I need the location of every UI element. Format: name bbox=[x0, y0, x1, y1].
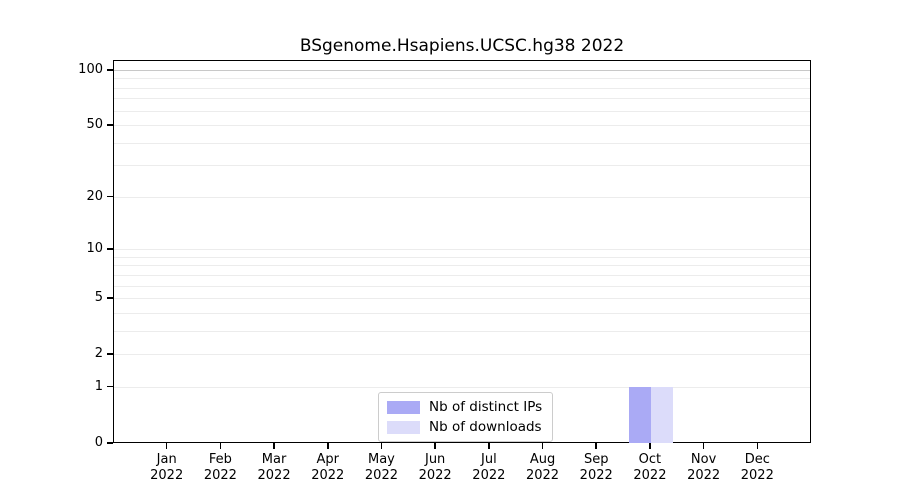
gridline-y4 bbox=[114, 312, 810, 314]
x-tick-dec bbox=[756, 443, 759, 449]
x-axis-tick-label: Mar 2022 bbox=[257, 452, 291, 483]
x-tick-jun bbox=[434, 443, 436, 449]
y-tick-1 bbox=[107, 385, 113, 388]
bar-nb-of-downloads-oct bbox=[650, 386, 673, 443]
y-tick-0 bbox=[107, 442, 113, 444]
y-axis-tick-label: 1 bbox=[94, 378, 103, 394]
y-axis-tick-label: 5 bbox=[94, 290, 103, 306]
gridline-y90 bbox=[114, 78, 810, 80]
x-axis-tick-label: May 2022 bbox=[364, 452, 398, 483]
y-axis-tick-label: 20 bbox=[86, 188, 103, 204]
legend: Nb of distinct IPs Nb of downloads bbox=[378, 392, 554, 442]
gridline-y30 bbox=[114, 165, 810, 167]
x-tick-feb bbox=[219, 443, 222, 449]
gridline-y20 bbox=[114, 196, 810, 198]
gridline-y10 bbox=[114, 249, 810, 251]
gridline-y8 bbox=[114, 265, 810, 267]
x-tick-mar bbox=[273, 443, 275, 449]
y-tick-10 bbox=[107, 248, 113, 250]
y-tick-50 bbox=[107, 124, 113, 126]
x-tick-sep bbox=[595, 443, 597, 449]
x-tick-oct bbox=[649, 443, 651, 449]
bar-nb-of-distinct-ips-oct bbox=[628, 386, 651, 443]
downloads-swatch-icon bbox=[387, 420, 420, 434]
gridline-y5 bbox=[114, 298, 810, 300]
y-axis-tick-label: 2 bbox=[94, 346, 103, 362]
x-tick-jan bbox=[165, 443, 168, 449]
gridline-y100 bbox=[114, 70, 810, 71]
gridline-y40 bbox=[114, 142, 810, 144]
gridline-y50 bbox=[114, 125, 810, 127]
x-axis-tick-label: Feb 2022 bbox=[203, 452, 237, 483]
y-tick-5 bbox=[107, 297, 113, 299]
x-axis-tick-label: Jun 2022 bbox=[418, 452, 452, 483]
gridline-y1 bbox=[114, 386, 810, 388]
gridline-y3 bbox=[114, 330, 810, 332]
x-axis-tick-label: Oct 2022 bbox=[633, 452, 667, 483]
x-axis-tick-label: Jan 2022 bbox=[150, 452, 184, 483]
gridline-y6 bbox=[114, 285, 810, 287]
distinct-ips-swatch-icon bbox=[387, 400, 420, 414]
legend-label-distinct-ips: Nb of distinct IPs bbox=[429, 399, 543, 415]
y-axis-tick-label: 100 bbox=[78, 62, 103, 77]
x-tick-aug bbox=[541, 443, 544, 449]
y-axis-tick-label: 0 bbox=[94, 435, 103, 450]
x-axis-tick-label: Sep 2022 bbox=[579, 452, 613, 483]
x-axis-tick-label: Jul 2022 bbox=[472, 452, 506, 483]
gridline-y2 bbox=[114, 354, 810, 356]
plot-area bbox=[113, 60, 811, 443]
x-tick-apr bbox=[327, 443, 329, 449]
legend-item-distinct-ips: Nb of distinct IPs bbox=[387, 399, 542, 415]
legend-item-downloads: Nb of downloads bbox=[387, 419, 542, 435]
y-axis-tick-label: 10 bbox=[86, 241, 103, 257]
gridline-y9 bbox=[114, 256, 810, 258]
x-tick-may bbox=[380, 443, 383, 449]
x-axis-tick-label: Dec 2022 bbox=[740, 452, 774, 483]
x-axis-tick-label: Apr 2022 bbox=[311, 452, 345, 483]
y-tick-20 bbox=[107, 195, 113, 198]
chart-title: BSgenome.Hsapiens.UCSC.hg38 2022 bbox=[299, 36, 625, 56]
y-tick-100 bbox=[107, 69, 113, 71]
gridline-y70 bbox=[114, 98, 810, 100]
legend-label-downloads: Nb of downloads bbox=[429, 419, 542, 435]
gridline-y60 bbox=[114, 110, 810, 112]
x-tick-nov bbox=[702, 443, 705, 449]
x-axis-tick-label: Aug 2022 bbox=[525, 452, 560, 483]
gridline-y80 bbox=[114, 87, 810, 89]
gridline-y7 bbox=[114, 274, 810, 276]
x-axis-tick-label: Nov 2022 bbox=[687, 452, 721, 483]
y-tick-2 bbox=[107, 353, 113, 355]
y-axis-tick-label: 50 bbox=[86, 117, 103, 133]
x-tick-jul bbox=[488, 443, 490, 449]
